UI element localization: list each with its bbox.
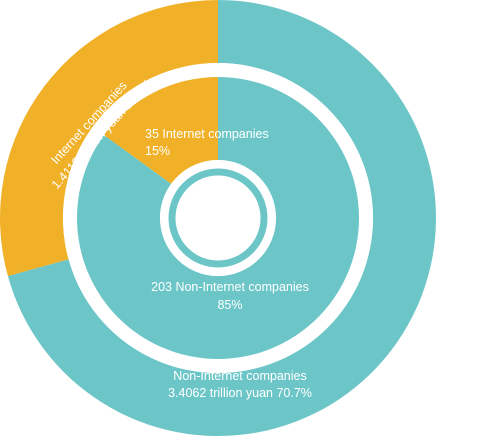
outer-slice-non-internet bbox=[7, 0, 436, 436]
inner-slice-non-internet bbox=[76, 77, 360, 360]
outer-slice-internet bbox=[0, 0, 218, 277]
outer-ring bbox=[0, 0, 436, 436]
outer-label-non-internet-line2: 3.4062 trillion yuan 70.7% bbox=[168, 386, 312, 400]
inner-slice-internet bbox=[103, 77, 218, 184]
inner-label-non-internet-line2: 85% bbox=[217, 298, 242, 312]
inner-label-internet-line2: 15% bbox=[145, 144, 170, 158]
inner-ring bbox=[76, 77, 360, 360]
outer-label-non-internet-line1: Non-Internet companies bbox=[173, 369, 306, 383]
inner-label-non-internet-line1: 203 Non-Internet companies bbox=[151, 280, 309, 294]
center-ring bbox=[168, 168, 268, 268]
inner-label-internet-line1: 35 Internet companies bbox=[145, 127, 269, 141]
